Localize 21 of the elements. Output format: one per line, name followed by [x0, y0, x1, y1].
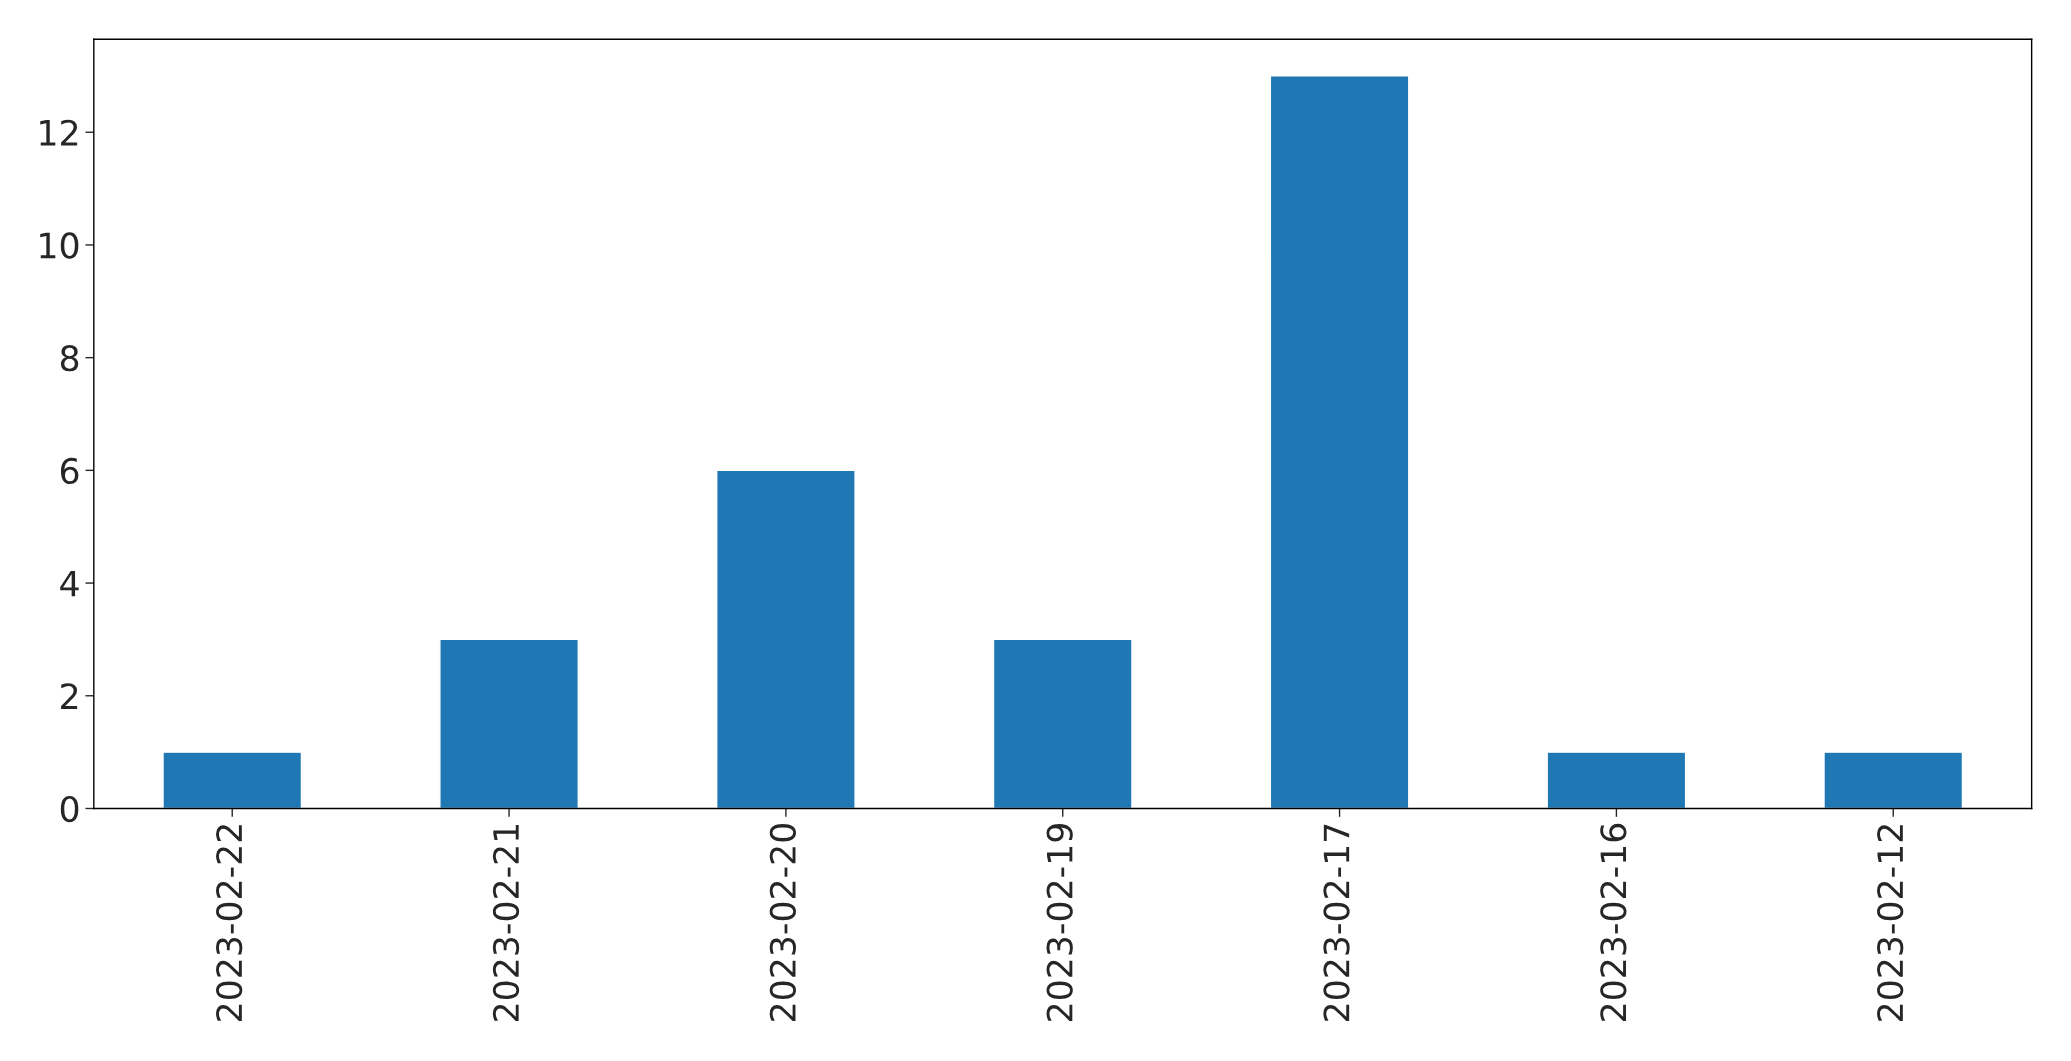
bar	[1269, 75, 1410, 809]
x-tick-label: 2023-02-19	[1046, 824, 1073, 1021]
x-tick-label: 2023-02-21	[492, 824, 520, 1021]
y-tick-label: 4	[60, 570, 79, 597]
y-tick-label: 12	[40, 119, 78, 146]
bar	[715, 469, 856, 809]
x-tick-label: 2023-02-22	[216, 825, 243, 1021]
x-tick-label: 2023-02-16	[1600, 823, 1627, 1021]
bar	[1546, 751, 1687, 809]
y-tick-label: 8	[60, 345, 79, 372]
x-tick-label: 2023-02-20	[769, 823, 796, 1021]
y-tick-label: 2	[61, 683, 78, 709]
bar	[162, 751, 303, 809]
x-tick-label: 2023-02-17	[1323, 824, 1350, 1021]
bar	[992, 638, 1133, 809]
x-tick-label: 2023-02-12	[1877, 825, 1904, 1021]
y-tick-label: 0	[60, 795, 79, 823]
bar	[1823, 751, 1964, 809]
y-tick-label: 6	[60, 457, 79, 485]
y-tick-label: 10	[40, 232, 79, 259]
bar	[439, 638, 579, 809]
